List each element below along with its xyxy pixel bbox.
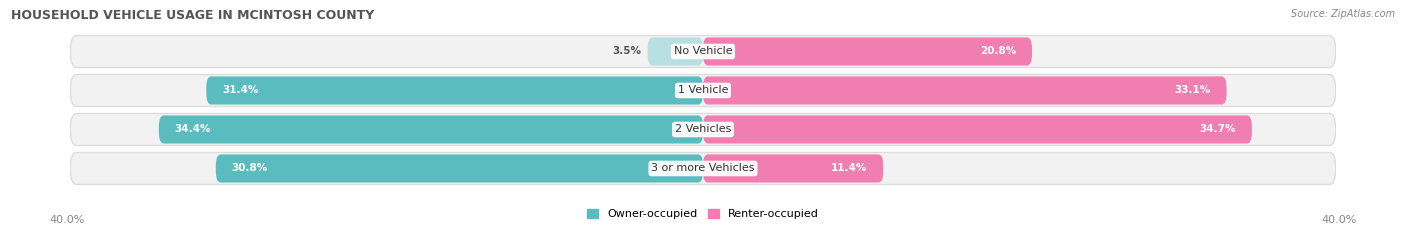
FancyBboxPatch shape bbox=[70, 36, 1336, 67]
FancyBboxPatch shape bbox=[215, 154, 703, 183]
Text: 20.8%: 20.8% bbox=[980, 47, 1017, 56]
FancyBboxPatch shape bbox=[207, 77, 703, 105]
Text: No Vehicle: No Vehicle bbox=[673, 47, 733, 56]
Text: HOUSEHOLD VEHICLE USAGE IN MCINTOSH COUNTY: HOUSEHOLD VEHICLE USAGE IN MCINTOSH COUN… bbox=[11, 9, 374, 22]
Text: 2 Vehicles: 2 Vehicles bbox=[675, 124, 731, 135]
FancyBboxPatch shape bbox=[703, 115, 1251, 143]
FancyBboxPatch shape bbox=[648, 37, 703, 66]
FancyBboxPatch shape bbox=[159, 115, 703, 143]
Text: 11.4%: 11.4% bbox=[831, 164, 868, 173]
Text: 3.5%: 3.5% bbox=[612, 47, 641, 56]
FancyBboxPatch shape bbox=[703, 154, 883, 183]
Text: 40.0%: 40.0% bbox=[49, 215, 84, 225]
FancyBboxPatch shape bbox=[70, 74, 1336, 106]
FancyBboxPatch shape bbox=[703, 77, 1226, 105]
Text: 40.0%: 40.0% bbox=[1322, 215, 1357, 225]
Text: 30.8%: 30.8% bbox=[232, 164, 269, 173]
FancyBboxPatch shape bbox=[70, 113, 1336, 146]
Text: Source: ZipAtlas.com: Source: ZipAtlas.com bbox=[1291, 9, 1395, 19]
Text: 1 Vehicle: 1 Vehicle bbox=[678, 85, 728, 95]
Text: 3 or more Vehicles: 3 or more Vehicles bbox=[651, 164, 755, 173]
Text: 34.4%: 34.4% bbox=[174, 124, 211, 135]
Text: 31.4%: 31.4% bbox=[222, 85, 259, 95]
Text: 33.1%: 33.1% bbox=[1174, 85, 1211, 95]
Text: 34.7%: 34.7% bbox=[1199, 124, 1236, 135]
FancyBboxPatch shape bbox=[703, 37, 1032, 66]
FancyBboxPatch shape bbox=[70, 153, 1336, 184]
Legend: Owner-occupied, Renter-occupied: Owner-occupied, Renter-occupied bbox=[582, 205, 824, 224]
